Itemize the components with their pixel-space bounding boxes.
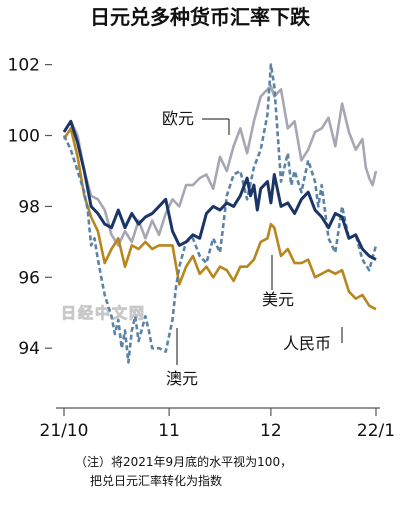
y-axis: 94 96 98 100 102	[8, 56, 52, 359]
series-layer	[62, 63, 378, 364]
series-line-aud	[62, 63, 378, 364]
chart-title: 日元兑多种货币汇率下跌	[90, 5, 311, 29]
y-tick-label: 102	[8, 56, 40, 76]
y-tick-label: 96	[18, 268, 40, 288]
series-label-cny: 人民币	[283, 334, 331, 353]
watermark: 日经中文网	[61, 304, 146, 322]
x-axis: 21/10 11 12 22/1	[40, 408, 395, 441]
series-label-aud: 澳元	[166, 369, 198, 388]
x-tick-label: 12	[260, 421, 282, 441]
y-tick-label: 98	[18, 197, 40, 217]
y-tick-label: 100	[8, 127, 40, 147]
x-tick-label: 21/10	[40, 421, 89, 441]
footnote-line-1: （注）将2021年9月底的水平视为100，	[75, 454, 292, 469]
x-tick-label: 11	[158, 421, 180, 441]
series-labels: 欧元 美元 人民币 澳元	[162, 109, 343, 388]
series-label-eur: 欧元	[162, 109, 194, 128]
footnote-line-2: 把兑日元汇率转化为指数	[90, 473, 222, 488]
series-label-usd: 美元	[262, 290, 294, 309]
y-tick-label: 94	[18, 339, 40, 359]
x-tick-label: 22/1	[357, 421, 395, 441]
series-line-usd	[62, 119, 377, 261]
series-line-cny	[62, 127, 377, 311]
series-line-eur	[62, 84, 378, 247]
